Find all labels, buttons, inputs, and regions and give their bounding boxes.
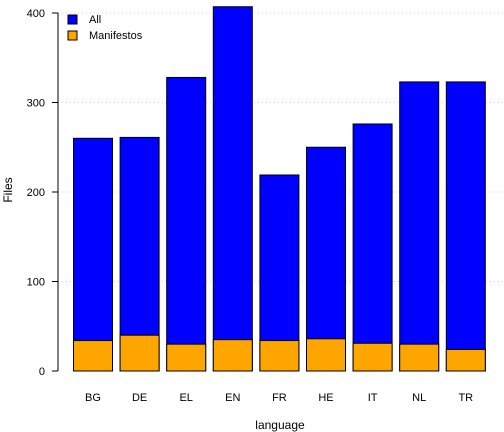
bar-all-DE bbox=[119, 136, 160, 372]
bar-all-FR bbox=[259, 174, 300, 372]
x-tick-label: DE bbox=[132, 392, 147, 404]
x-tick-label: HE bbox=[318, 392, 333, 404]
bar-all-IT bbox=[352, 123, 393, 372]
bars bbox=[73, 6, 486, 372]
bar-manifestos-TR bbox=[445, 349, 486, 372]
x-axis-label: language bbox=[255, 418, 305, 432]
x-tick-label: EL bbox=[179, 392, 192, 404]
x-tick-label: NL bbox=[412, 392, 426, 404]
x-tick-labels: BG DE EL EN FR HE IT NL TR bbox=[85, 392, 473, 404]
bar-manifestos-NL bbox=[399, 343, 440, 372]
bar-all-NL bbox=[399, 81, 440, 372]
y-axis: 0 100 200 300 400 bbox=[27, 8, 59, 378]
bar-all-BG bbox=[73, 137, 113, 372]
x-tick-label: IT bbox=[368, 392, 378, 404]
bar-manifestos-HE bbox=[306, 338, 346, 372]
y-tick-label: 400 bbox=[27, 8, 45, 20]
x-tick-label: EN bbox=[225, 392, 240, 404]
legend: All Manifestos bbox=[67, 14, 143, 42]
bar-manifestos-EN bbox=[212, 339, 253, 372]
y-tick-label: 100 bbox=[27, 277, 45, 289]
legend-label: Manifestos bbox=[89, 30, 143, 42]
bar-all-TR bbox=[445, 81, 486, 372]
y-tick-label: 0 bbox=[39, 366, 45, 378]
y-tick-label: 300 bbox=[27, 98, 45, 110]
legend-swatch bbox=[67, 14, 78, 25]
bar-manifestos-IT bbox=[352, 342, 393, 372]
x-tick-label: FR bbox=[272, 392, 287, 404]
bar-all-HE bbox=[306, 146, 346, 372]
bar-all-EN bbox=[212, 6, 253, 372]
x-tick-label: TR bbox=[458, 392, 473, 404]
bar-manifestos-FR bbox=[259, 340, 300, 372]
bar-manifestos-EL bbox=[166, 343, 207, 372]
y-tick-label: 200 bbox=[27, 187, 45, 199]
x-tick-label: BG bbox=[85, 392, 101, 404]
y-axis-label: Files bbox=[1, 177, 15, 202]
bar-manifestos-BG bbox=[73, 340, 113, 372]
legend-swatch bbox=[67, 30, 78, 41]
bar-all-EL bbox=[166, 76, 207, 372]
legend-label: All bbox=[89, 14, 101, 26]
bar-manifestos-DE bbox=[119, 334, 160, 372]
